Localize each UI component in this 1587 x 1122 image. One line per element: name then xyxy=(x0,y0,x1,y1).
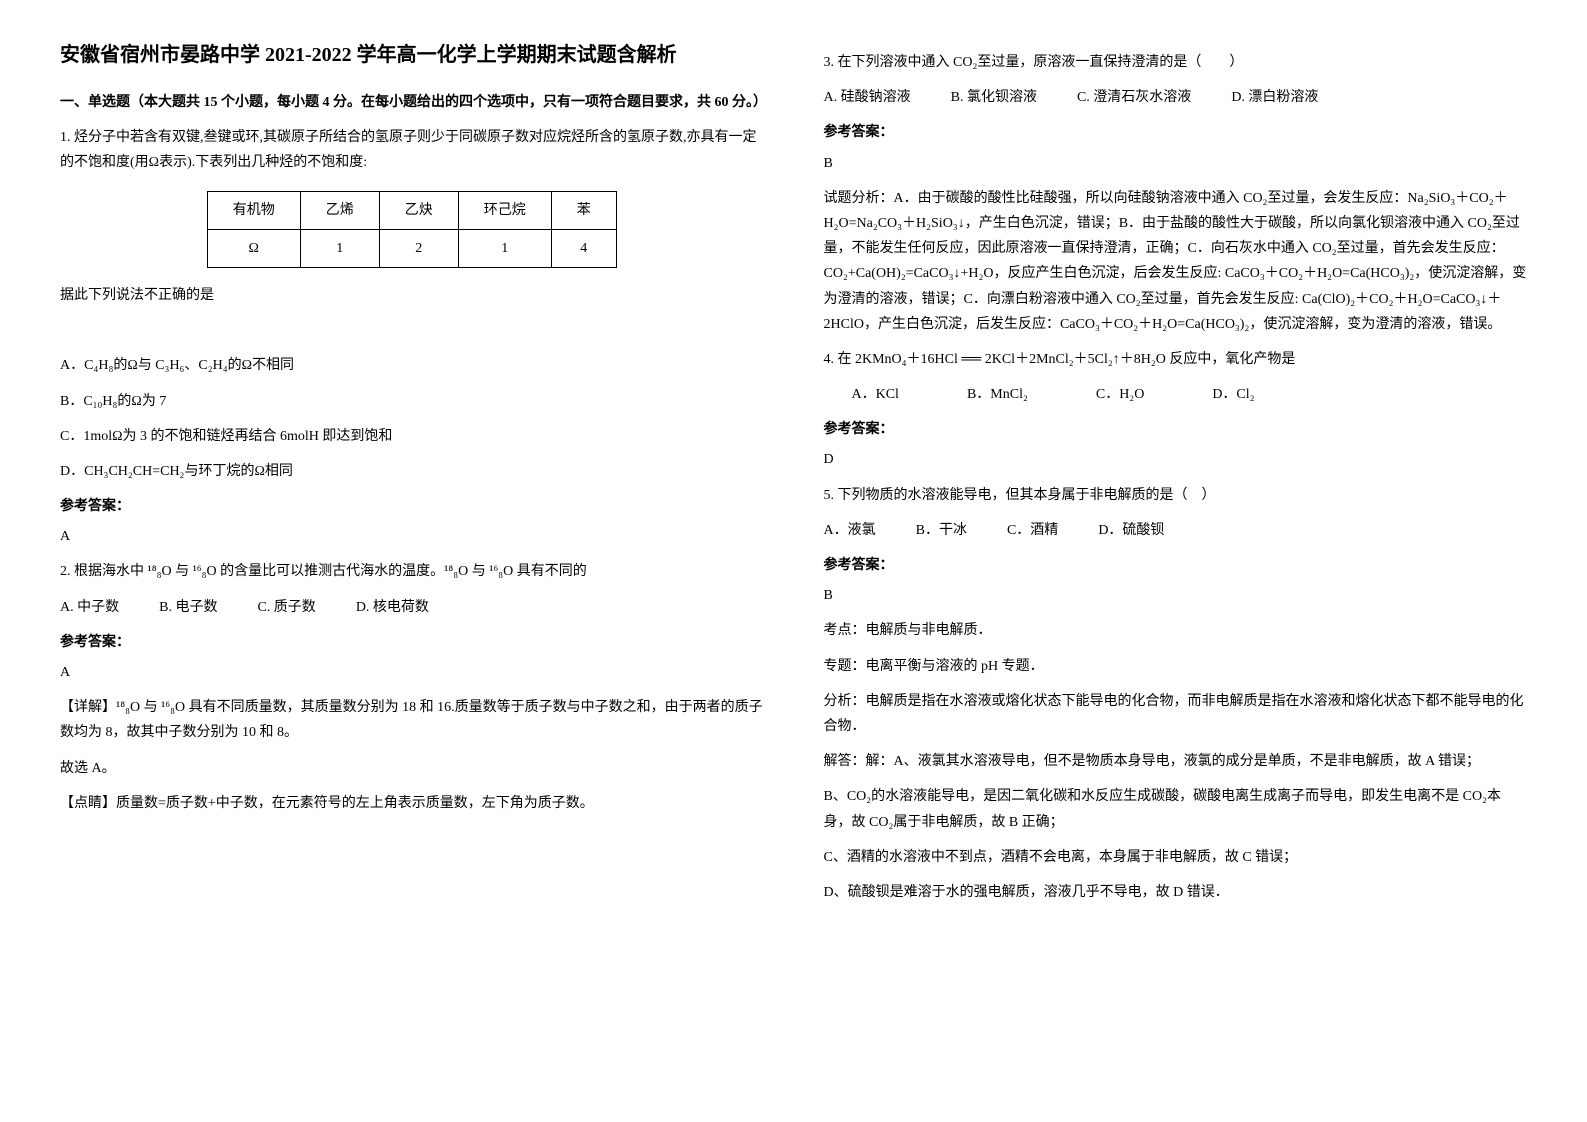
q4-option-b: B．MnCl₂ xyxy=(939,382,1028,407)
q1-table: 有机物 乙烯 乙炔 环己烷 苯 Ω 1 2 1 4 xyxy=(207,191,617,268)
q5-kaodian: 考点：电解质与非电解质． xyxy=(824,618,1528,643)
q2-option-b: B. 电子数 xyxy=(159,595,217,620)
q5-jieda: 解答：解：A、液氯其水溶液导电，但不是物质本身导电，液氯的成分是单质，不是非电解… xyxy=(824,749,1528,774)
q3-text: 3. 在下列溶液中通入 CO₂至过量，原溶液一直保持澄清的是（ ） xyxy=(824,50,1528,75)
document-title: 安徽省宿州市晏路中学 2021-2022 学年高一化学上学期期末试题含解析 xyxy=(60,40,764,70)
q2-text: 2. 根据海水中 ¹⁸₈O 与 ¹⁶₈O 的含量比可以推测古代海水的温度。¹⁸₈… xyxy=(60,559,764,584)
q2-option-a: A. 中子数 xyxy=(60,595,119,620)
q1-answer: A xyxy=(60,524,764,549)
q5-fenxi: 分析：电解质是指在水溶液或熔化状态下能导电的化合物，而非电解质是指在水溶液和熔化… xyxy=(824,689,1528,739)
q5-jieda-d: D、硫酸钡是难溶于水的强电解质，溶液几乎不导电，故 D 错误． xyxy=(824,880,1528,905)
table-cell: 1 xyxy=(458,229,551,267)
q1-option-d: D．CH₃CH₂CH=CH₂与环丁烷的Ω相同 xyxy=(60,459,764,484)
q5-option-c: C．酒精 xyxy=(1007,518,1058,543)
table-header-row: 有机物 乙烯 乙炔 环己烷 苯 xyxy=(207,191,616,229)
table-cell: 乙炔 xyxy=(379,191,458,229)
q5-answer-label: 参考答案： xyxy=(824,553,1528,578)
q2-detail: 【详解】¹⁸₈O 与 ¹⁶₈O 具有不同质量数，其质量数分别为 18 和 16.… xyxy=(60,695,764,745)
q3-option-b: B. 氯化钡溶液 xyxy=(951,85,1037,110)
q5-answer: B xyxy=(824,583,1528,608)
q5-text: 5. 下列物质的水溶液能导电，但其本身属于非电解质的是（ ） xyxy=(824,483,1528,508)
q3-answer: B xyxy=(824,151,1528,176)
right-column: 3. 在下列溶液中通入 CO₂至过量，原溶液一直保持澄清的是（ ） A. 硅酸钠… xyxy=(824,40,1528,915)
q2-answer: A xyxy=(60,660,764,685)
q4-option-c: C．H₂O xyxy=(1068,382,1144,407)
q4-answer-label: 参考答案： xyxy=(824,417,1528,442)
q5-option-a: A．液氯 xyxy=(824,518,876,543)
q1-option-a: A．C₄H₈的Ω与 C₃H₆、C₂H₄的Ω不相同 xyxy=(60,353,764,378)
table-cell: 4 xyxy=(551,229,616,267)
q1-text2: 据此下列说法不正确的是 xyxy=(60,283,764,308)
q5-option-d: D．硫酸钡 xyxy=(1098,518,1164,543)
table-cell: 有机物 xyxy=(207,191,300,229)
q2-options: A. 中子数 B. 电子数 C. 质子数 D. 核电荷数 xyxy=(60,595,764,620)
table-cell: 乙烯 xyxy=(300,191,379,229)
q4-option-d: D．Cl₂ xyxy=(1184,382,1254,407)
q5-jieda-b: B、CO₂的水溶液能导电，是因二氧化碳和水反应生成碳酸，碳酸电离生成离子而导电，… xyxy=(824,784,1528,834)
q1-answer-label: 参考答案： xyxy=(60,494,764,519)
left-column: 安徽省宿州市晏路中学 2021-2022 学年高一化学上学期期末试题含解析 一、… xyxy=(60,40,764,915)
q2-option-d: D. 核电荷数 xyxy=(356,595,429,620)
q2-note: 【点睛】质量数=质子数+中子数，在元素符号的左上角表示质量数，左下角为质子数。 xyxy=(60,791,764,816)
q4-options: A．KCl B．MnCl₂ C．H₂O D．Cl₂ xyxy=(824,382,1528,407)
q4-text: 4. 在 2KMnO₄＋16HCl ══ 2KCl＋2MnCl₂＋5Cl₂↑＋8… xyxy=(824,347,1528,372)
table-cell: 1 xyxy=(300,229,379,267)
table-cell: 2 xyxy=(379,229,458,267)
section-1-header: 一、单选题（本大题共 15 个小题，每小题 4 分。在每小题给出的四个选项中，只… xyxy=(60,90,764,115)
q4-answer: D xyxy=(824,447,1528,472)
q2-detail2: 故选 A。 xyxy=(60,756,764,781)
table-data-row: Ω 1 2 1 4 xyxy=(207,229,616,267)
q3-option-d: D. 漂白粉溶液 xyxy=(1231,85,1318,110)
q4-option-a: A．KCl xyxy=(824,382,899,407)
q3-option-a: A. 硅酸钠溶液 xyxy=(824,85,911,110)
q2-option-c: C. 质子数 xyxy=(257,595,315,620)
q1-option-c: C．1molΩ为 3 的不饱和链烃再结合 6molH 即达到饱和 xyxy=(60,424,764,449)
q3-analysis: 试题分析：A．由于碳酸的酸性比硅酸强，所以向硅酸钠溶液中通入 CO₂至过量，会发… xyxy=(824,186,1528,337)
q3-option-c: C. 澄清石灰水溶液 xyxy=(1077,85,1191,110)
q5-option-b: B．干冰 xyxy=(916,518,967,543)
q3-options: A. 硅酸钠溶液 B. 氯化钡溶液 C. 澄清石灰水溶液 D. 漂白粉溶液 xyxy=(824,85,1528,110)
q1-text1: 1. 烃分子中若含有双键,叁键或环,其碳原子所结合的氢原子则少于同碳原子数对应烷… xyxy=(60,125,764,175)
q5-jieda-c: C、酒精的水溶液中不到点，酒精不会电离，本身属于非电解质，故 C 错误； xyxy=(824,845,1528,870)
table-cell: 苯 xyxy=(551,191,616,229)
table-cell: 环己烷 xyxy=(458,191,551,229)
q3-answer-label: 参考答案： xyxy=(824,120,1528,145)
table-cell: Ω xyxy=(207,229,300,267)
q5-options: A．液氯 B．干冰 C．酒精 D．硫酸钡 xyxy=(824,518,1528,543)
q2-answer-label: 参考答案： xyxy=(60,630,764,655)
q5-zhuanti: 专题：电离平衡与溶液的 pH 专题． xyxy=(824,654,1528,679)
q1-option-b: B．C₁₀H₈的Ω为 7 xyxy=(60,389,764,414)
